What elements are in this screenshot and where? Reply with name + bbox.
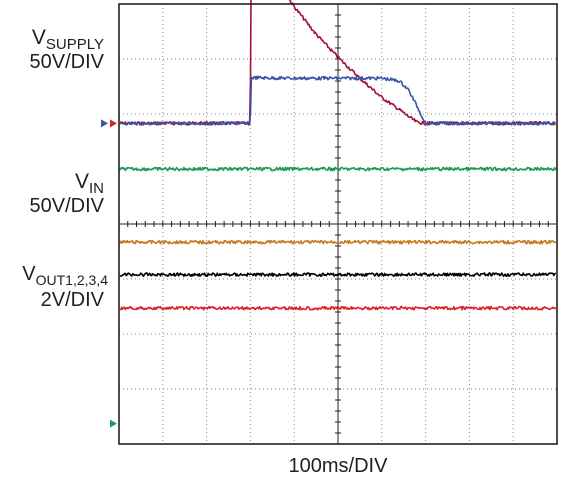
channel-markers — [101, 119, 117, 428]
marker-vout — [110, 419, 117, 428]
vout-label-sub: OUT1,2,3,4 — [36, 272, 109, 288]
trace-vout1 — [119, 166, 557, 172]
vin-label-main: V — [75, 170, 89, 193]
vin-label-sub: IN — [89, 180, 104, 197]
vin-scale: 50V/DIV — [30, 195, 105, 217]
vsupply-label-sub: SUPPLY — [46, 36, 104, 53]
vout-label-main: V — [22, 263, 36, 285]
vout-scale: 2V/DIV — [41, 289, 105, 311]
trace-vin — [119, 75, 556, 126]
plot-frame — [118, 3, 558, 445]
vsupply-label-main: V — [32, 26, 46, 49]
x-axis-label: 100ms/DIV — [289, 455, 389, 477]
vout-label: VOUT1,2,3,4 — [22, 263, 108, 288]
vin-label: VIN — [75, 170, 104, 197]
marker-vin — [101, 119, 108, 128]
trace-vout2 — [119, 239, 557, 245]
marker-vsupply — [110, 119, 117, 128]
chart-traces — [119, 0, 557, 311]
vsupply-scale: 50V/DIV — [30, 51, 105, 73]
trace-vout3 — [119, 272, 557, 277]
trace-vout4 — [119, 305, 557, 311]
vsupply-label: VSUPPLY — [32, 26, 104, 53]
chart-grid — [118, 3, 558, 445]
